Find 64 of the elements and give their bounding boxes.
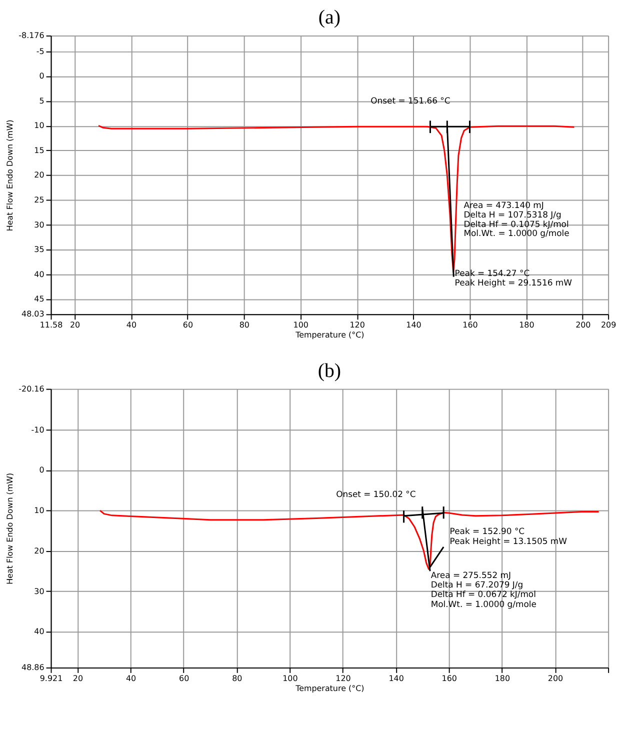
- x-tick-label: 100: [293, 320, 308, 330]
- x-tick-label: 200: [576, 320, 591, 330]
- chart-title: (a): [318, 6, 340, 29]
- y-tick-label: 20: [34, 170, 44, 180]
- y-tick-label: 40: [34, 270, 44, 279]
- x-tick-label: 20: [72, 674, 84, 683]
- y-tick-label: 40: [34, 627, 44, 636]
- x-axis-title: Temperature (°C): [294, 330, 364, 340]
- annotation: Mol.Wt. = 1.0000 g/mole: [464, 228, 570, 238]
- annotation: Peak Height = 13.1505 mW: [450, 536, 568, 546]
- x-tick-label: 80: [232, 674, 242, 683]
- x-tick-label: 180: [494, 674, 510, 683]
- y-axis-title: Heat Flow Endo Down (mW): [6, 120, 15, 232]
- x-tick-label: 200: [548, 674, 564, 683]
- annotation: Delta Hf = 0.1075 kJ/mol: [464, 218, 569, 229]
- x-tick-label: 100: [282, 674, 298, 683]
- x-tick-label: 209: [600, 320, 616, 330]
- x-tick-label: 40: [126, 320, 137, 330]
- y-tick-label: 0: [39, 72, 44, 81]
- x-tick-label: 160: [442, 674, 457, 683]
- annotation: Area = 473.140 mJ: [464, 200, 544, 210]
- y-tick-label: 30: [34, 586, 44, 596]
- y-tick-label: 10: [34, 121, 44, 130]
- y-tick-label: -5: [36, 46, 44, 56]
- y-tick-label: 15: [34, 146, 44, 155]
- y-tick-label: 45: [34, 294, 44, 304]
- x-tick-label: 140: [388, 674, 404, 683]
- y-axis-title: Heat Flow Endo Down (mW): [6, 472, 15, 584]
- x-tick-label: 180: [519, 320, 534, 330]
- x-tick-label: 20: [70, 320, 80, 330]
- x-tick-label: 60: [179, 674, 190, 683]
- y-tick-label: 30: [34, 220, 44, 230]
- x-tick-label: 9.921: [40, 674, 63, 683]
- x-tick-label: 140: [406, 320, 422, 330]
- y-tick-label: 10: [34, 506, 44, 516]
- y-tick-label: -8.176: [18, 31, 44, 40]
- annotation: Peak = 152.90 °C: [450, 526, 525, 536]
- x-tick-label: 80: [239, 320, 250, 330]
- annotation: Delta H = 67.2079 J/g: [430, 579, 524, 590]
- annotation: Delta Hf = 0.0672 kJ/mol: [430, 589, 536, 600]
- annotation: Delta H = 107.5318 J/g: [464, 209, 562, 220]
- annotation: Peak Height = 29.1516 mW: [454, 277, 573, 288]
- y-tick-label: -20.16: [18, 384, 44, 394]
- x-tick-label: 160: [462, 320, 478, 330]
- y-tick-label: 48.86: [22, 662, 44, 672]
- y-tick-label: -10: [31, 425, 44, 434]
- y-tick-label: 5: [39, 96, 44, 106]
- y-tick-label: 0: [39, 466, 44, 475]
- annotation: Area = 275.552 mJ: [430, 570, 511, 580]
- annotation: Onset = 150.02 °C: [336, 489, 416, 500]
- x-tick-label: 40: [126, 674, 136, 683]
- y-tick-label: 48.03: [22, 310, 44, 319]
- x-tick-label: 60: [182, 320, 194, 330]
- y-tick-label: 20: [34, 546, 44, 556]
- y-tick-label: 35: [34, 245, 44, 254]
- annotation: Peak = 154.27 °C: [454, 268, 530, 278]
- chart-title: (b): [318, 360, 342, 382]
- annotation: Onset = 151.66 °C: [370, 96, 450, 106]
- annotation: Mol.Wt. = 1.0000 g/mole: [430, 598, 536, 609]
- x-tick-label: 120: [336, 674, 351, 683]
- x-tick-label: 11.58: [40, 320, 63, 330]
- y-tick-label: 25: [34, 195, 44, 204]
- x-axis-title: Temperature (°C): [294, 684, 364, 693]
- x-tick-label: 120: [350, 320, 365, 330]
